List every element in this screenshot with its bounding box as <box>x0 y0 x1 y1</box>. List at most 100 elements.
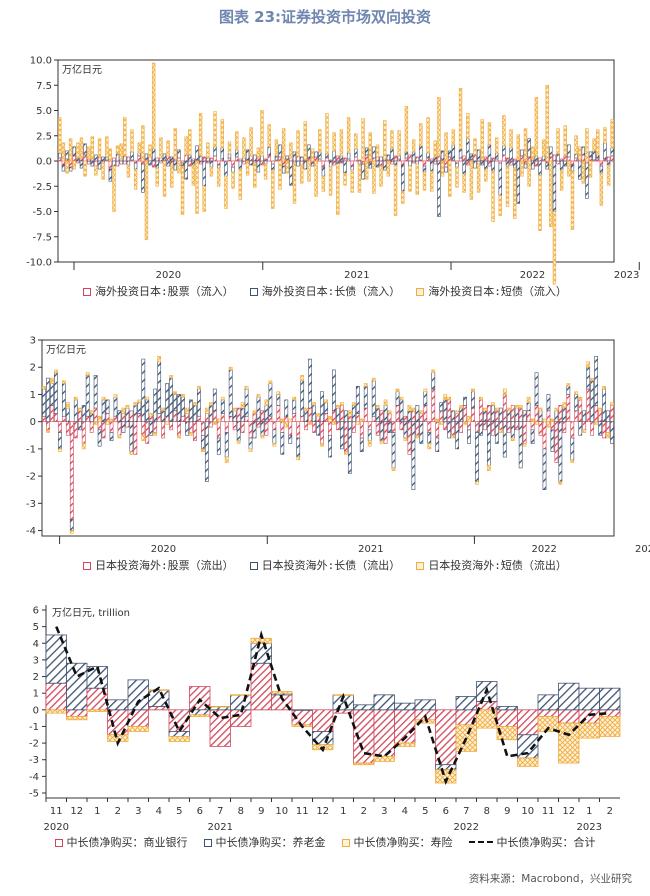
bar <box>427 432 432 444</box>
bar <box>455 160 459 164</box>
bar <box>54 372 58 414</box>
bar <box>447 421 452 439</box>
bar <box>346 117 351 154</box>
bar <box>185 407 189 414</box>
bar <box>594 405 599 422</box>
bar <box>483 421 487 431</box>
bar <box>538 160 542 176</box>
year-label: 2023 <box>614 270 639 281</box>
bar <box>244 415 249 422</box>
bar <box>69 530 74 534</box>
bar <box>285 160 289 174</box>
bar <box>379 421 384 442</box>
bar <box>228 366 233 371</box>
bar <box>415 405 420 422</box>
bar <box>490 402 495 406</box>
bar <box>383 399 388 406</box>
bar <box>271 169 275 209</box>
bar <box>227 153 232 159</box>
bar <box>498 195 502 216</box>
bar <box>318 158 322 162</box>
bar <box>375 407 380 422</box>
bar <box>289 157 293 162</box>
y-tick-label: 6 <box>33 605 39 616</box>
bar <box>133 162 138 170</box>
bar <box>395 391 400 406</box>
bar <box>299 164 304 184</box>
bar <box>518 407 523 422</box>
bar <box>408 154 412 162</box>
bar <box>506 421 511 433</box>
bar <box>429 158 434 162</box>
bar <box>466 160 470 166</box>
bar <box>173 128 178 160</box>
x-tick-label: 8 <box>484 806 490 817</box>
y-tick-label: 2 <box>33 672 39 683</box>
bar <box>245 149 250 161</box>
bar <box>570 421 575 439</box>
bar <box>180 162 185 167</box>
bar <box>354 156 358 162</box>
bar <box>407 410 412 422</box>
bar <box>289 142 293 159</box>
y-tick-label: 0 <box>30 417 36 428</box>
y-tick-label: -10.0 <box>26 258 52 269</box>
bar <box>390 160 394 165</box>
x-tick-label: 1 <box>94 806 100 817</box>
bar <box>530 421 535 431</box>
bar <box>310 160 315 164</box>
bar <box>367 421 372 431</box>
bar <box>502 145 506 156</box>
bar <box>599 160 604 167</box>
x-tick-label: 1 <box>586 806 592 817</box>
bar <box>563 155 567 162</box>
bar <box>490 405 495 422</box>
bar <box>383 158 387 162</box>
bar <box>130 151 134 161</box>
bar <box>304 410 309 422</box>
bar <box>610 402 614 406</box>
bar <box>141 125 145 162</box>
bar <box>498 160 502 164</box>
bar <box>514 421 519 431</box>
bar <box>58 152 62 159</box>
bar <box>415 156 419 162</box>
bar <box>195 160 199 214</box>
y-tick-label: 3 <box>30 336 36 347</box>
bar <box>45 682 67 711</box>
bar <box>458 87 463 150</box>
bar <box>157 361 162 414</box>
bar <box>458 157 463 162</box>
bar <box>252 410 257 414</box>
bar <box>363 385 368 409</box>
bar <box>117 410 122 422</box>
total-line <box>55 626 610 785</box>
bar <box>509 129 513 149</box>
bar <box>603 158 607 162</box>
bar <box>94 154 98 162</box>
bar <box>554 410 559 422</box>
bar <box>542 421 547 450</box>
bar <box>267 154 271 162</box>
bar <box>130 129 134 153</box>
bar <box>125 407 130 422</box>
bar <box>582 429 587 433</box>
bar <box>570 170 575 230</box>
bar <box>531 158 535 162</box>
bar <box>585 162 589 199</box>
x-tick-label: 2 <box>361 806 367 817</box>
legend-label: 海外投资日本:股票（流入） <box>95 285 234 298</box>
bar <box>599 165 604 174</box>
bar <box>97 429 102 447</box>
bar <box>141 160 145 165</box>
legend-label: 海外投资日本:长债（流入） <box>261 285 401 298</box>
bar <box>502 394 507 422</box>
bar <box>476 163 481 193</box>
bar <box>185 421 189 436</box>
bar <box>354 133 358 150</box>
bar <box>250 637 272 644</box>
bar <box>303 160 308 170</box>
bar <box>316 421 320 436</box>
bar <box>85 375 90 417</box>
bar <box>240 402 245 409</box>
